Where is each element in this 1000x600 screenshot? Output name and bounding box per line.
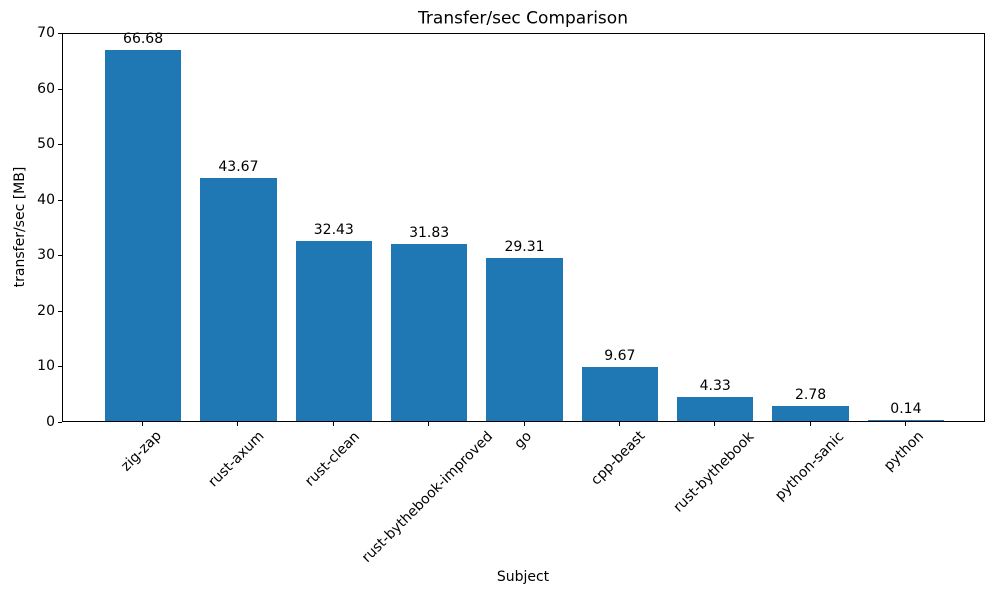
x-tick-mark — [618, 422, 620, 426]
x-tick-mark — [237, 422, 239, 426]
x-tick-mark — [332, 422, 334, 426]
x-tick-mark — [714, 422, 716, 426]
y-tick-label: 60 — [37, 80, 55, 97]
bar — [581, 367, 658, 421]
x-tick-label: rust-bythebook — [670, 428, 757, 516]
x-tick-mark — [428, 422, 430, 426]
y-tick-mark — [58, 255, 62, 257]
y-tick-label: 30 — [37, 247, 55, 264]
x-tick-label: python-sanic — [771, 428, 847, 504]
y-tick-mark — [58, 422, 62, 423]
x-tick-mark — [904, 422, 906, 426]
bar-value-label: 29.31 — [504, 239, 545, 256]
y-tick-label: 50 — [37, 136, 55, 153]
bar-value-label: 2.78 — [794, 386, 827, 403]
x-axis-label: Subject — [496, 569, 550, 585]
bar — [772, 405, 849, 421]
bar-value-labels-layer: 66.68 43.67 32.43 31.83 29.31 9.67 4.33 2.78 0.1… — [63, 31, 984, 421]
bar-value-label: 4.33 — [699, 377, 731, 394]
bar — [104, 50, 182, 421]
x-tick-label: rust-bythebook-improved — [359, 428, 497, 566]
bar — [486, 258, 563, 421]
bar — [677, 396, 754, 421]
y-tick-label: 10 — [37, 358, 55, 375]
y-tick-label: 70 — [37, 25, 55, 41]
y-tick-mark — [58, 310, 62, 312]
x-tick-label: cpp-beast — [588, 428, 649, 489]
bar-value-label: 9.67 — [604, 348, 636, 365]
bar — [867, 420, 945, 421]
y-tick-label: 20 — [37, 302, 55, 319]
y-tick-label: 0 — [46, 414, 55, 430]
plot-area: 66.68 43.67 32.43 31.83 29.31 9.67 4.33 2.78 0.1… — [62, 31, 985, 422]
y-tick-mark — [58, 88, 62, 90]
bar-value-label: 66.68 — [123, 31, 164, 48]
bars-layer — [63, 34, 984, 421]
bar-value-label: 43.67 — [218, 159, 259, 176]
bar — [391, 244, 468, 421]
x-tick-label: zig-zap — [118, 428, 165, 476]
x-tick-mark — [809, 422, 811, 426]
x-tick-mark — [142, 422, 144, 426]
bar — [295, 240, 372, 421]
bar — [200, 178, 277, 421]
y-tick-mark — [58, 366, 62, 368]
y-tick-label: 40 — [37, 191, 55, 208]
y-tick-mark — [58, 144, 62, 146]
chart-title: Transfer/sec Comparison — [418, 8, 628, 29]
y-tick-mark — [58, 33, 62, 34]
x-tick-label: rust-axum — [205, 428, 268, 491]
bar-value-label: 32.43 — [313, 221, 354, 238]
bar-value-label: 31.83 — [409, 225, 450, 242]
x-tick-mark — [523, 422, 525, 426]
x-tick-label: rust-clean — [301, 428, 363, 490]
x-tick-label: go — [511, 428, 536, 452]
bar-value-label: 0.14 — [890, 401, 922, 418]
y-tick-mark — [58, 199, 62, 201]
x-tick-label: python — [881, 428, 928, 475]
